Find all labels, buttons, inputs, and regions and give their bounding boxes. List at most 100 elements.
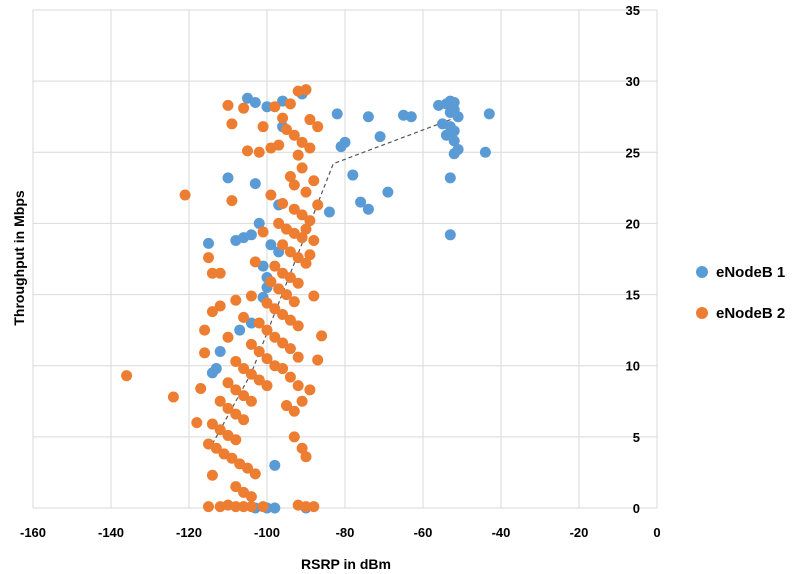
data-point: [265, 189, 277, 201]
data-point: [312, 199, 324, 211]
data-point: [288, 431, 300, 443]
data-point: [226, 195, 238, 207]
data-point: [288, 203, 300, 215]
data-point: [269, 101, 281, 113]
data-point: [308, 501, 320, 513]
y-tick-label: 0: [633, 501, 640, 516]
data-point: [284, 271, 296, 283]
data-point: [253, 374, 265, 386]
data-point: [214, 424, 226, 436]
data-point: [269, 459, 281, 471]
data-point: [222, 172, 234, 184]
data-point: [444, 229, 456, 241]
data-point: [261, 324, 273, 336]
data-point: [179, 189, 191, 201]
data-point: [249, 256, 261, 268]
data-point: [296, 209, 308, 221]
data-point: [238, 501, 250, 513]
legend-label-enodeb-1: eNodeB 1: [716, 264, 785, 281]
data-point: [308, 175, 320, 187]
legend-label-enodeb-2: eNodeB 2: [716, 305, 785, 322]
data-point: [265, 239, 277, 251]
data-point: [479, 146, 491, 158]
data-point: [230, 355, 242, 367]
data-point: [226, 452, 238, 464]
data-point: [296, 232, 308, 244]
data-point: [300, 451, 312, 463]
data-point: [245, 368, 257, 380]
data-point: [292, 380, 304, 392]
data-point: [214, 345, 226, 357]
trendline: [211, 114, 463, 445]
x-tick-label: -60: [414, 525, 433, 540]
data-point: [288, 129, 300, 141]
data-point: [382, 186, 394, 198]
data-point: [214, 395, 226, 407]
data-point: [222, 331, 234, 343]
x-tick-label: -20: [570, 525, 589, 540]
data-point: [300, 186, 312, 198]
data-point: [292, 351, 304, 363]
data-point: [292, 277, 304, 289]
data-point: [288, 179, 300, 191]
y-tick-label: 30: [626, 74, 640, 89]
data-point: [296, 162, 308, 174]
data-point: [273, 139, 285, 151]
y-axis-title: Throughput in Mbps: [11, 190, 27, 326]
data-point: [296, 395, 308, 407]
data-point: [288, 405, 300, 417]
data-point: [214, 267, 226, 279]
data-point: [277, 308, 289, 320]
data-point: [277, 239, 289, 251]
data-point: [245, 501, 257, 513]
data-point: [206, 418, 218, 430]
data-point: [304, 114, 316, 126]
data-point: [210, 442, 222, 454]
data-point: [362, 203, 374, 215]
data-point: [300, 257, 312, 269]
y-tick-label: 15: [626, 288, 640, 303]
legend-marker-enodeb-2: [696, 307, 708, 319]
data-point: [257, 226, 269, 238]
x-tick-label: -40: [492, 525, 511, 540]
data-point: [269, 502, 281, 514]
series-enodeb-2: [121, 84, 328, 513]
legend: eNodeB 1 eNodeB 2: [696, 264, 785, 322]
legend-item-enodeb-1: eNodeB 1: [696, 264, 785, 281]
data-point: [257, 121, 269, 133]
data-point: [195, 382, 207, 394]
data-point: [206, 367, 218, 379]
data-point: [238, 363, 250, 375]
data-point: [292, 252, 304, 264]
data-point: [304, 249, 316, 261]
data-point: [203, 501, 214, 513]
data-point: [405, 111, 417, 123]
data-point: [230, 434, 242, 446]
data-point: [273, 283, 285, 295]
x-tick-label: -140: [98, 525, 124, 540]
data-point: [245, 491, 257, 503]
data-point: [249, 468, 261, 480]
data-point: [230, 481, 242, 493]
data-point: [245, 317, 257, 329]
data-point: [292, 149, 304, 161]
data-point: [245, 395, 257, 407]
x-axis: -160 -140 -120 -100 -80 -60 -40 -20 0: [20, 525, 661, 540]
data-point: [452, 111, 464, 123]
legend-item-enodeb-2: eNodeB 2: [696, 305, 785, 322]
x-axis-title: RSRP in dBm: [301, 556, 391, 572]
data-point: [335, 141, 347, 153]
data-point: [284, 371, 296, 383]
data-point: [312, 121, 324, 133]
data-point: [245, 338, 257, 350]
x-tick-label: 0: [653, 525, 660, 540]
data-point: [249, 96, 261, 108]
data-point: [230, 294, 242, 306]
x-tick-label: -120: [176, 525, 202, 540]
data-point: [288, 296, 300, 308]
data-point: [230, 408, 242, 420]
data-point: [191, 417, 203, 429]
data-point: [253, 146, 265, 158]
data-point: [253, 345, 265, 357]
data-point: [281, 400, 292, 412]
